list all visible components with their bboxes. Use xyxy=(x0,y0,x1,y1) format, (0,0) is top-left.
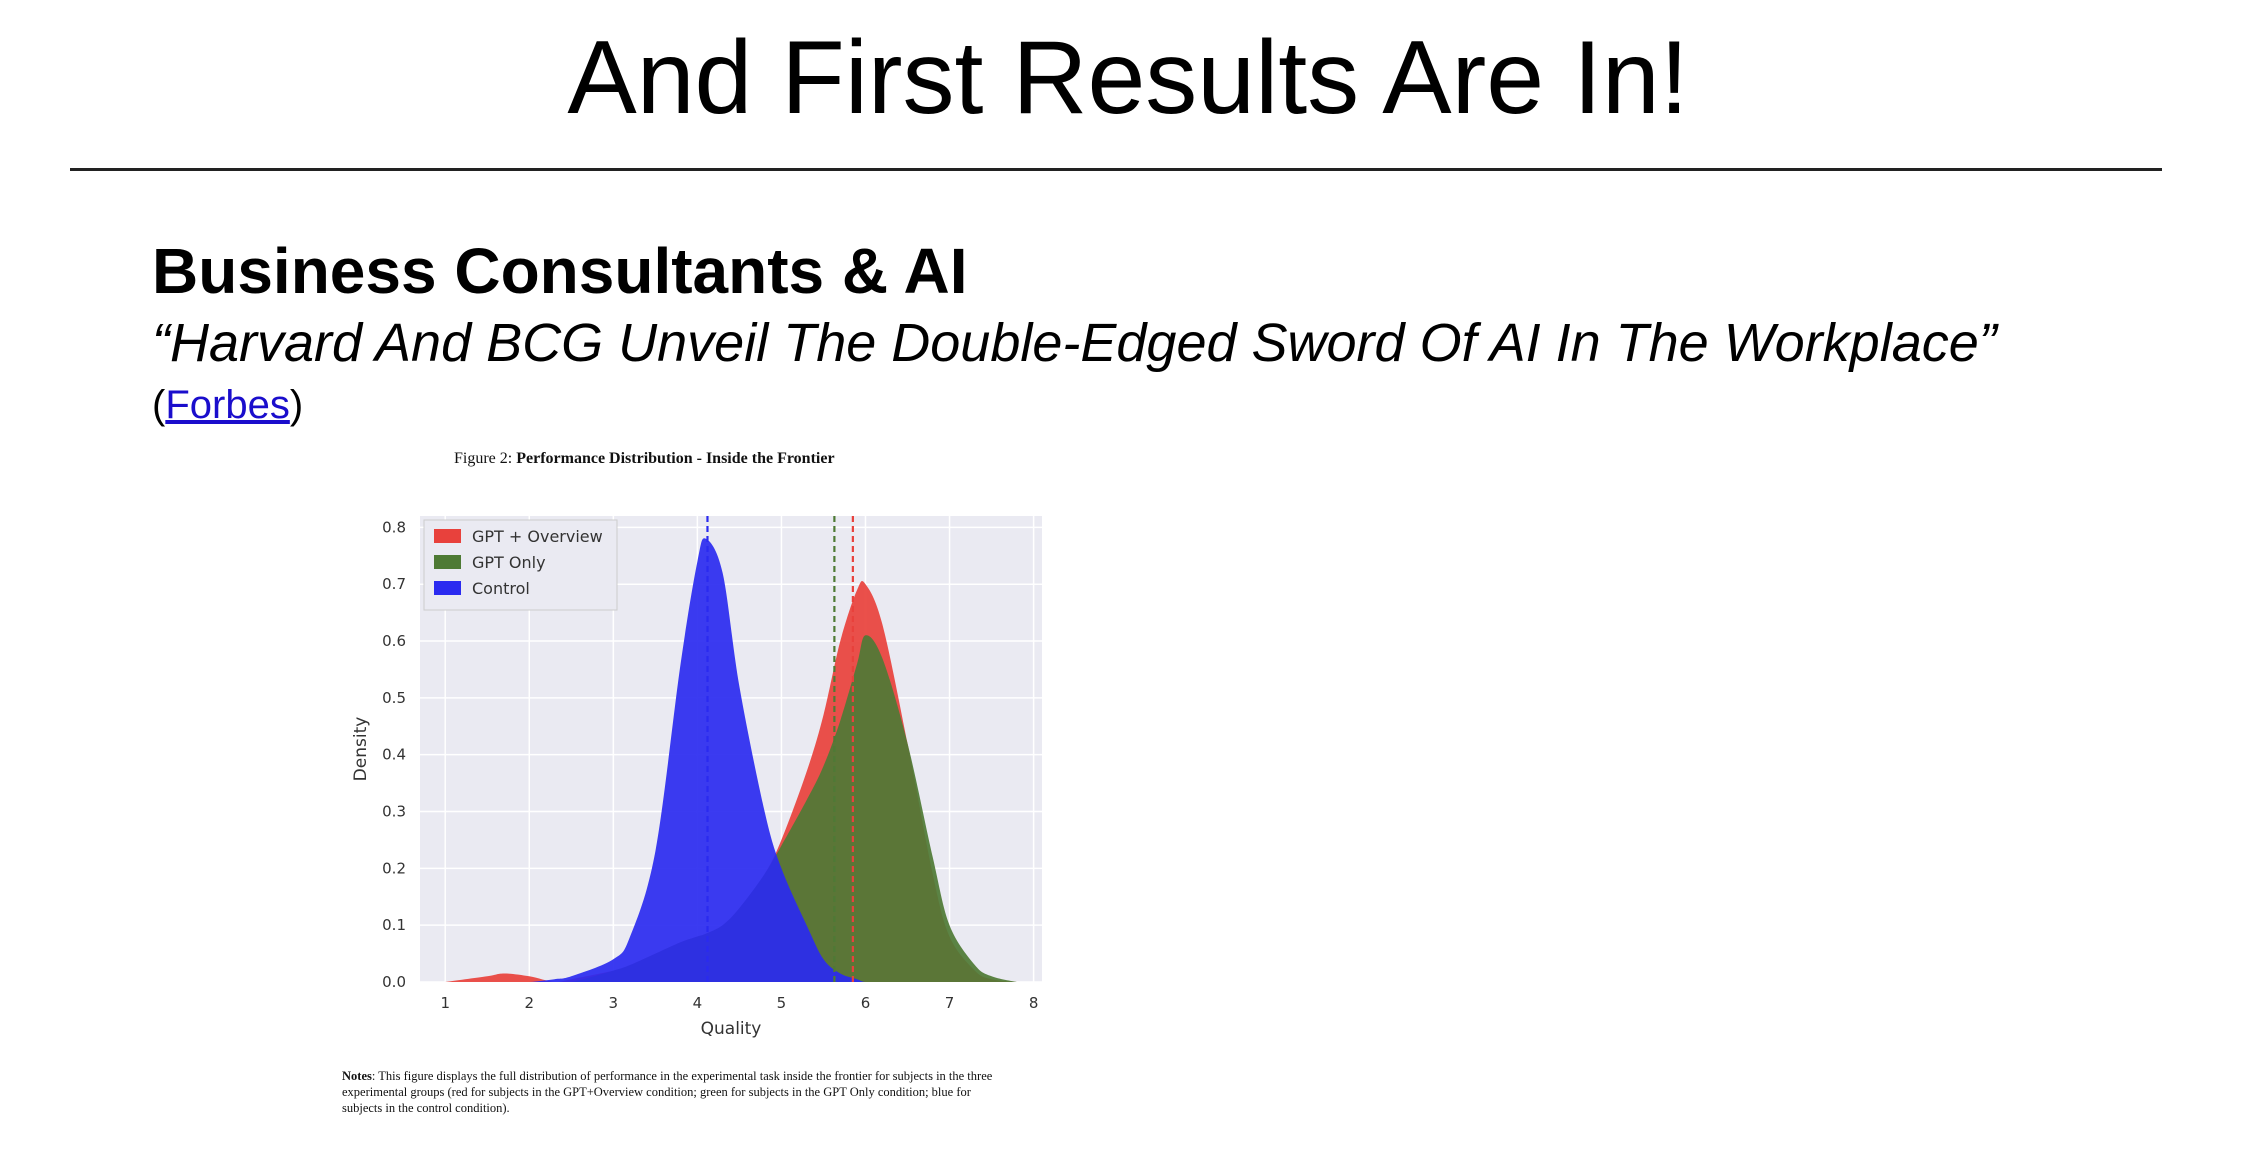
x-tick-label: 7 xyxy=(945,994,955,1012)
y-tick-label: 0.2 xyxy=(382,859,406,877)
y-tick-label: 0.5 xyxy=(382,689,406,707)
figure-notes: Notes: This figure displays the full dis… xyxy=(342,1068,1002,1116)
source-open-paren: ( xyxy=(152,383,166,427)
title-divider xyxy=(70,168,2162,171)
density-chart: 1 2 3 4 5 6 7 8 0.0 0.1 0.2 0.3 0.4 0.5 0.6 0.7 0.8 Qual… xyxy=(351,516,1042,1039)
notes-label: Notes xyxy=(342,1069,372,1083)
y-tick-label: 0.3 xyxy=(382,803,406,821)
y-tick-label: 0.8 xyxy=(382,518,406,536)
control-legend-label: Control xyxy=(472,579,530,598)
notes-text: : This figure displays the full distribu… xyxy=(342,1069,993,1115)
density-areas xyxy=(445,538,1017,982)
control-density-area xyxy=(445,538,1017,982)
figure-caption-title: Performance Distribution - Inside the Fr… xyxy=(516,450,835,467)
y-axis-label: Density xyxy=(351,717,371,782)
source-line: (Forbes) xyxy=(152,380,303,430)
article-quote: “Harvard And BCG Unveil The Double-Edged… xyxy=(152,313,1997,373)
gpt-overview-legend-swatch xyxy=(434,529,461,543)
x-tick-label: 3 xyxy=(609,994,619,1012)
section-heading: Business Consultants & AI xyxy=(152,235,968,307)
x-tick-label: 2 xyxy=(524,994,534,1012)
figure-caption-prefix: Figure 2: xyxy=(454,450,517,467)
x-tick-label: 1 xyxy=(440,994,450,1012)
gpt-overview-legend-label: GPT + Overview xyxy=(472,527,603,546)
y-tick-label: 0.0 xyxy=(382,973,406,991)
y-tick-label: 0.7 xyxy=(382,575,406,593)
y-tick-label: 0.6 xyxy=(382,632,406,650)
gpt-only-legend-swatch xyxy=(434,555,461,569)
slide-title: And First Results Are In! xyxy=(567,20,1689,136)
y-tick-label: 0.1 xyxy=(382,916,406,934)
chart-legend: GPT + Overview GPT Only Control xyxy=(423,519,618,611)
mean-lines xyxy=(706,516,854,982)
source-close-paren: ) xyxy=(289,383,304,427)
x-tick-label: 4 xyxy=(693,994,703,1012)
x-tick-label: 5 xyxy=(777,994,787,1012)
gpt-only-legend-label: GPT Only xyxy=(472,553,546,572)
axis-ticks: 1 2 3 4 5 6 7 8 0.0 0.1 0.2 0.3 0.4 0.5 0.6 0.7 0.8 xyxy=(382,518,1038,1012)
figure-caption: Figure 2: Performance Distribution - Ins… xyxy=(454,450,835,468)
forbes-link[interactable]: Forbes xyxy=(165,383,290,427)
y-tick-label: 0.4 xyxy=(382,746,406,764)
control-legend-swatch xyxy=(434,581,461,595)
gpt-only-density-area xyxy=(445,635,1017,982)
x-tick-label: 6 xyxy=(861,994,871,1012)
x-tick-label: 8 xyxy=(1029,994,1039,1012)
x-axis-label: Quality xyxy=(701,1019,762,1039)
